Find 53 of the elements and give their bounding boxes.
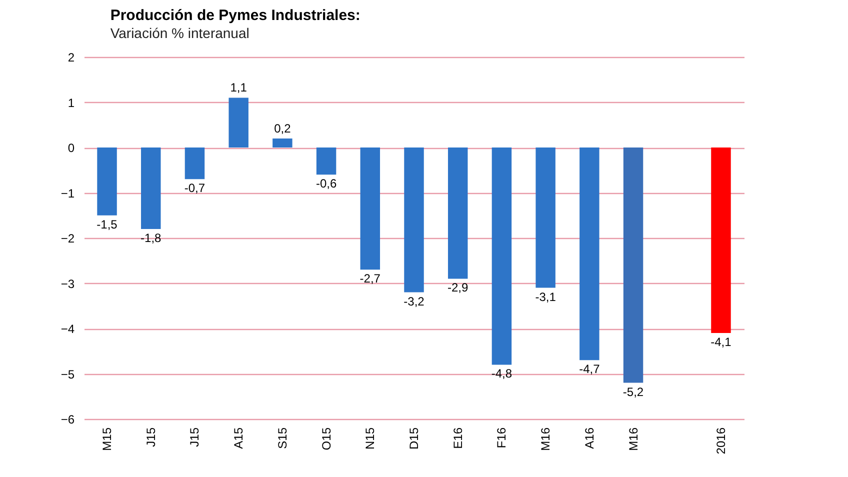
data-label: 0,2 — [274, 121, 292, 136]
data-label: -5,2 — [622, 384, 644, 399]
data-label: -1,5 — [96, 217, 118, 232]
y-tick-label: 0 — [68, 141, 75, 155]
x-tick-label: D15 — [407, 427, 421, 450]
data-label: -0,7 — [184, 181, 206, 196]
x-tick-label: O15 — [319, 427, 334, 450]
x-tick-label: F16 — [494, 427, 509, 448]
bar — [97, 148, 117, 216]
bar — [228, 98, 248, 148]
bar — [580, 148, 600, 360]
bar — [711, 148, 731, 334]
x-tick-label: A16 — [582, 427, 596, 449]
bar — [448, 148, 468, 279]
x-tick-label: 2016 — [714, 427, 728, 454]
data-label: -0,6 — [316, 176, 337, 191]
bar — [623, 148, 644, 383]
x-tick-label: M15 — [100, 427, 114, 451]
x-tick-label: E16 — [450, 427, 465, 449]
x-tick-label: A15 — [232, 427, 246, 449]
x-tick-label: M16 — [538, 427, 553, 451]
x-tick-label: N15 — [363, 427, 378, 450]
y-tick-label: −1 — [60, 186, 75, 200]
y-tick-label: −6 — [60, 412, 75, 426]
y-tick-label: −2 — [60, 232, 75, 246]
bar — [360, 148, 380, 270]
data-label: -4,7 — [579, 362, 600, 376]
data-label: -3,2 — [404, 294, 425, 308]
data-label: 1,1 — [230, 80, 248, 95]
y-tick-label: 2 — [68, 50, 75, 64]
x-tick-label: J15 — [188, 427, 202, 447]
bar — [404, 148, 424, 292]
y-tick-label: 1 — [68, 96, 75, 110]
bar — [536, 148, 556, 288]
bar — [272, 138, 292, 148]
data-label: -4,1 — [710, 335, 732, 350]
bar — [316, 148, 336, 175]
bar — [141, 148, 161, 229]
data-label: -4,8 — [491, 366, 512, 381]
y-tick-label: −4 — [60, 322, 75, 336]
data-label: -3,1 — [535, 290, 556, 304]
chart-subtitle: Variación % interanual — [110, 25, 250, 41]
bar — [184, 148, 205, 180]
x-tick-label: J15 — [144, 427, 158, 447]
data-label: -2,7 — [360, 272, 381, 286]
y-tick-label: −5 — [60, 367, 75, 382]
data-label: -2,9 — [448, 280, 469, 295]
x-tick-label: S15 — [275, 427, 290, 449]
chart-title: Producción de Pymes Industriales: — [110, 7, 360, 24]
bar — [492, 148, 512, 365]
data-label: -1,8 — [140, 230, 162, 245]
y-tick-label: −3 — [60, 276, 75, 291]
x-tick-label: M16 — [626, 427, 640, 451]
